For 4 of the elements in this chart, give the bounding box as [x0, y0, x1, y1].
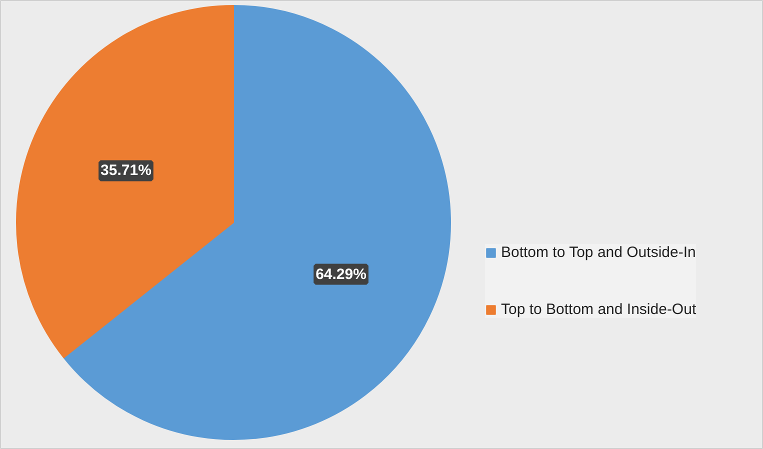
legend-label: Bottom to Top and Outside-In	[501, 244, 696, 261]
data-label: 64.29%	[316, 266, 366, 283]
legend-label: Top to Bottom and Inside-Out	[501, 301, 696, 318]
data-label: 35.71%	[100, 162, 152, 180]
